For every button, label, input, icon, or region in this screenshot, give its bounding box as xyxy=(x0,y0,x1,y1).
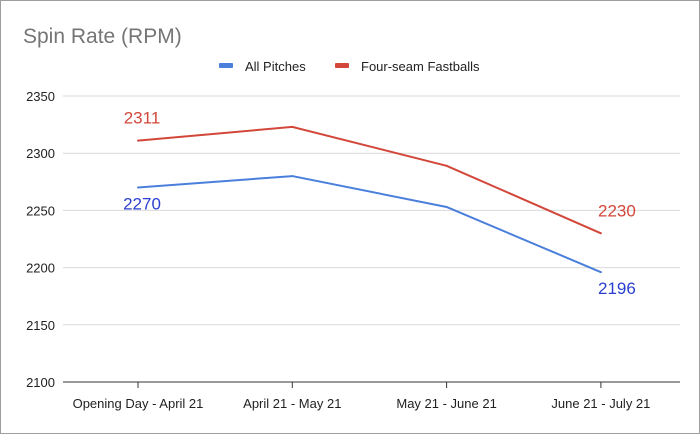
gridlines xyxy=(63,95,680,326)
legend-label: Four-seam Fastballs xyxy=(361,59,480,74)
series-line xyxy=(137,125,602,235)
y-tick-label: 2350 xyxy=(26,89,55,104)
series-line xyxy=(137,175,602,274)
data-point xyxy=(137,186,139,189)
data-label: 2196 xyxy=(598,279,636,298)
data-point xyxy=(137,139,139,142)
series-lines xyxy=(137,125,602,274)
y-tick-label: 2250 xyxy=(26,203,55,218)
data-label: 2311 xyxy=(124,109,161,128)
data-point xyxy=(445,164,448,167)
y-axis: 2100 2150 2200 2250 2300 2350 xyxy=(26,89,55,390)
x-tick-label: April 21 - May 21 xyxy=(243,396,341,411)
y-tick-label: 2300 xyxy=(26,146,55,161)
data-point xyxy=(445,205,448,208)
y-tick-label: 2150 xyxy=(26,318,55,333)
data-point xyxy=(291,175,294,178)
x-tick-label: June 21 - July 21 xyxy=(551,396,650,411)
legend-swatch xyxy=(335,63,349,68)
x-tick-label: Opening Day - April 21 xyxy=(73,396,204,411)
data-labels: 2270 2196 2311 2230 xyxy=(123,109,636,299)
legend-swatch xyxy=(219,63,233,68)
y-tick-label: 2100 xyxy=(26,375,55,390)
x-tick-label: May 21 - June 21 xyxy=(396,396,496,411)
data-point xyxy=(599,232,602,235)
data-label: 2270 xyxy=(123,195,161,214)
data-point xyxy=(599,271,602,274)
chart-title: Spin Rate (RPM) xyxy=(23,25,182,48)
x-axis: Opening Day - April 21 April 21 - May 21 M… xyxy=(63,381,680,411)
legend-label: All Pitches xyxy=(245,59,306,74)
legend: All Pitches Four-seam Fastballs xyxy=(219,59,480,74)
y-tick-label: 2200 xyxy=(26,261,55,276)
data-point xyxy=(291,125,294,128)
data-label: 2230 xyxy=(598,201,636,220)
